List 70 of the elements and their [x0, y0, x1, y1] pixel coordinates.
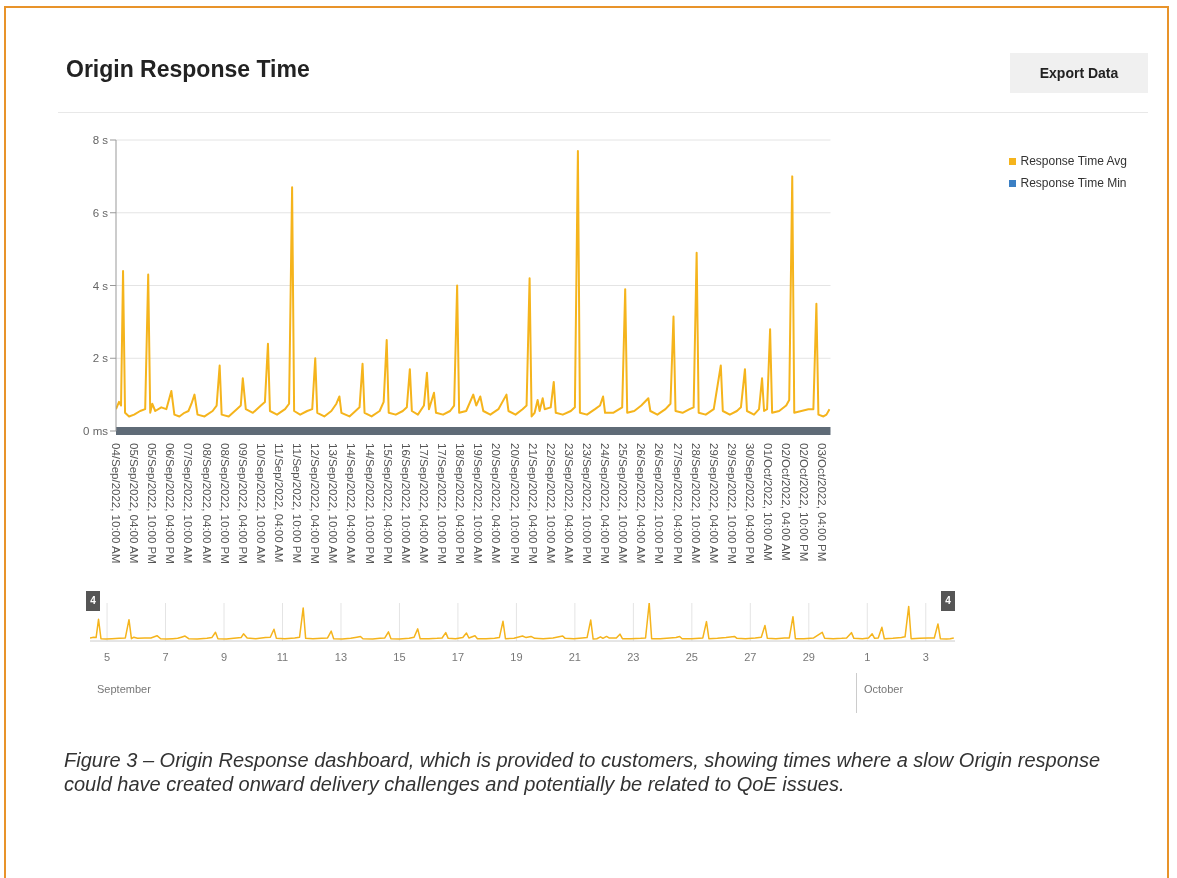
x-tick-label: 08/Sep/2022, 04:00 AM [200, 443, 213, 564]
x-tick-label: 28/Sep/2022, 10:00 AM [689, 443, 702, 564]
x-tick-label: 01/Oct/2022, 10:00 AM [762, 443, 775, 561]
y-tick-label: 2 s [92, 352, 109, 365]
x-tick-label: 11 [276, 651, 289, 663]
x-tick-label: 23 [627, 651, 640, 663]
x-tick-label: 07/Sep/2022, 10:00 AM [182, 443, 195, 564]
x-tick-label: 29/Sep/2022, 04:00 AM [707, 443, 720, 564]
x-tick-label: 22/Sep/2022, 10:00 AM [544, 443, 557, 564]
text: September [97, 683, 151, 695]
x-tick-label: 24/Sep/2022, 04:00 PM [599, 443, 612, 564]
x-tick-label: 02/Oct/2022, 10:00 PM [798, 443, 811, 562]
x-tick-label: 20/Sep/2022, 04:00 AM [490, 443, 503, 564]
x-tick-label: 29/Sep/2022, 10:00 PM [725, 443, 738, 564]
x-tick-label: 19/Sep/2022, 10:00 AM [472, 443, 485, 564]
x-tick-label: 21/Sep/2022, 04:00 PM [526, 443, 539, 564]
x-tick-label: 11/Sep/2022, 10:00 PM [291, 443, 304, 563]
x-tick-label: 21 [568, 651, 582, 663]
x-tick-label: 25 [685, 651, 698, 663]
line-series [116, 149, 831, 418]
x-tick-label: 15/Sep/2022, 04:00 PM [381, 443, 394, 564]
x-tick-label: 27 [744, 651, 757, 663]
x-tick-label: 23/Sep/2022, 10:00 PM [580, 443, 593, 564]
legend-label: Response Time Avg [1020, 154, 1127, 168]
x-tick-label: 12/Sep/2022, 04:00 PM [309, 443, 322, 564]
x-tick-label: 5 [103, 651, 111, 663]
x-tick-label: 03/Oct/2022, 04:00 PM [816, 443, 829, 562]
x-tick-label: 11/Sep/2022, 04:00 AM [273, 443, 286, 563]
x-tick-label: 1 [864, 651, 871, 663]
x-tick-label: 08/Sep/2022, 10:00 PM [218, 443, 231, 564]
x-tick-label: 06/Sep/2022, 04:00 PM [164, 443, 177, 564]
x-tick-label: 27/Sep/2022, 04:00 PM [671, 443, 684, 564]
y-tick-label: 4 s [92, 279, 109, 292]
x-tick-label: 04/Sep/2022, 10:00 AM [110, 443, 122, 564]
x-tick-label: 16/Sep/2022, 10:00 AM [399, 443, 412, 564]
x-tick-label: 29 [802, 651, 815, 663]
text: October [864, 683, 904, 695]
x-tick-label: 18/Sep/2022, 04:00 PM [454, 443, 467, 564]
x-tick-label: 30/Sep/2022, 04:00 PM [743, 443, 756, 564]
x-tick-label: 25/Sep/2022, 10:00 AM [617, 443, 630, 564]
chart-title: Origin Response Time [66, 56, 310, 83]
x-tick-label: 10/Sep/2022, 10:00 AM [254, 443, 267, 564]
annotation: 4 [941, 591, 955, 611]
x-tick-label: 09/Sep/2022, 04:00 PM [236, 443, 249, 564]
x-tick-label: 20/Sep/2022, 10:00 PM [508, 443, 521, 564]
x-tick-label: 05/Sep/2022, 04:00 AM [128, 443, 141, 564]
x-tick-label: 19 [510, 651, 523, 663]
x-tick-label: 23/Sep/2022, 04:00 AM [562, 443, 575, 564]
x-tick-label: 26/Sep/2022, 10:00 PM [653, 443, 666, 564]
y-tick-label: 0 ms [83, 425, 109, 438]
x-tick-label: 13/Sep/2022, 10:00 AM [327, 443, 340, 564]
x-tick-label: 17 [451, 651, 465, 663]
x-tick-label: 7 [162, 651, 169, 663]
x-tick-label: 02/Oct/2022, 04:00 AM [780, 443, 793, 561]
x-tick-label: 13 [334, 651, 348, 663]
legend-label: Response Time Min [1020, 176, 1127, 190]
x-tick-label: 05/Sep/2022, 10:00 PM [146, 443, 159, 564]
text: Export Data [1010, 53, 1148, 93]
x-tick-label: 17/Sep/2022, 04:00 AM [417, 443, 430, 564]
x-tick-label: 15 [393, 651, 406, 663]
x-tick-label: 17/Sep/2022, 10:00 PM [436, 443, 449, 564]
x-tick-label: 3 [922, 651, 929, 663]
y-tick-label: 8 s [92, 134, 109, 147]
x-tick-label: 14/Sep/2022, 10:00 PM [363, 443, 376, 564]
x-tick-label: 26/Sep/2022, 04:00 AM [635, 443, 648, 564]
y-tick-label: 6 s [92, 206, 109, 219]
caption: Figure 3 – Origin Response dashboard, which is provided to customers, showing times where a slow Origin response could have created onward delivery challenges and potentially be related to QoE issues. [64, 748, 1102, 796]
annotation: 4 [86, 591, 100, 611]
x-tick-label: 9 [220, 651, 228, 663]
x-tick-label: 14/Sep/2022, 04:00 AM [345, 443, 358, 564]
